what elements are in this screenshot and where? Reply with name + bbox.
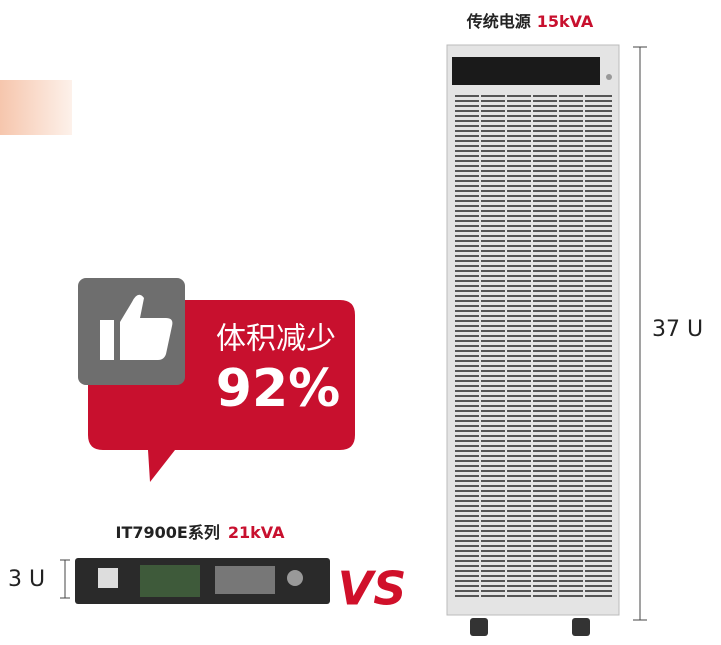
decor-band xyxy=(0,80,72,135)
product-label: IT7900E系列 xyxy=(116,523,220,542)
badge-value: 92% xyxy=(216,359,340,419)
product-knob xyxy=(287,570,303,586)
legacy-button xyxy=(606,74,612,80)
product-screen xyxy=(140,565,200,597)
product-power: 21kVA xyxy=(228,523,285,542)
product-switch xyxy=(98,568,118,588)
versus: VS xyxy=(338,562,407,616)
comparison-graphic: 传统电源 15kVA 37 U 体积减少 92% IT7900E系列 21kVA 3… xyxy=(0,0,721,645)
legacy-title: 传统电源 15kVA xyxy=(466,12,594,31)
wheel xyxy=(572,618,590,636)
legacy-display xyxy=(452,57,600,85)
legacy-label: 传统电源 xyxy=(466,12,531,31)
legacy-power: 15kVA xyxy=(537,12,594,31)
product-height: 3 U xyxy=(8,567,45,592)
legacy-height: 37 U xyxy=(652,317,703,342)
product-title: IT7900E系列 21kVA xyxy=(116,523,286,542)
wheel xyxy=(470,618,488,636)
product-keypad xyxy=(215,566,275,594)
badge-label: 体积减少 xyxy=(216,322,336,357)
